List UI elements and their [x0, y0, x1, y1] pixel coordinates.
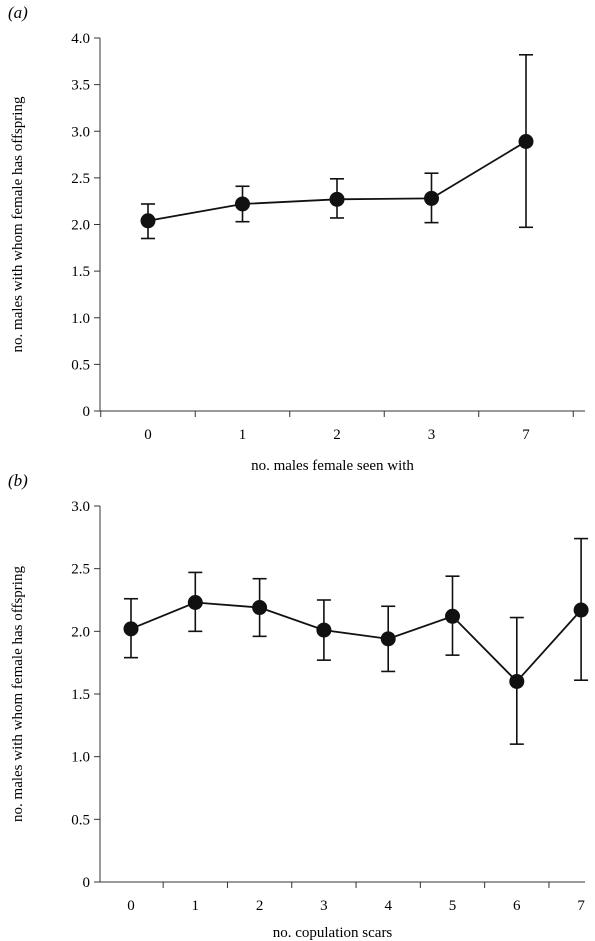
- data-point: [329, 191, 345, 207]
- x-tick-label: 7: [577, 898, 585, 914]
- data-point: [235, 196, 250, 212]
- data-point: [518, 134, 534, 150]
- y-tick-label: 0: [83, 404, 91, 420]
- x-tick-label: 1: [192, 898, 200, 914]
- y-tick-label: 2.0: [71, 624, 90, 640]
- data-point: [123, 621, 139, 637]
- data-point: [252, 600, 268, 616]
- x-tick-label: 0: [144, 427, 152, 443]
- x-tick-label: 3: [320, 898, 328, 914]
- y-tick-label: 1.5: [71, 687, 90, 703]
- x-axis-label: no. copulation scars: [273, 925, 393, 941]
- panel-label: (b): [8, 471, 28, 490]
- data-point: [424, 190, 439, 206]
- y-tick-label: 0.5: [71, 357, 90, 373]
- x-tick-label: 2: [333, 427, 341, 443]
- panel-label: (a): [8, 3, 28, 22]
- data-point: [509, 673, 525, 689]
- y-tick-label: 1.0: [71, 311, 90, 327]
- y-tick-label: 1.5: [71, 264, 90, 280]
- y-tick-label: 1.0: [71, 750, 90, 766]
- y-tick-label: 3.0: [71, 124, 90, 140]
- x-tick-label: 4: [384, 898, 392, 914]
- x-tick-label: 1: [239, 427, 247, 443]
- data-point: [573, 602, 589, 618]
- y-tick-label: 2.5: [71, 562, 90, 578]
- x-tick-label: 3: [428, 427, 436, 443]
- data-point: [140, 213, 156, 229]
- y-tick-label: 0.5: [71, 812, 90, 828]
- y-tick-label: 2.0: [71, 218, 90, 234]
- x-tick-label: 5: [449, 898, 457, 914]
- x-axis-label: no. males female seen with: [251, 458, 414, 474]
- x-tick-label: 2: [256, 898, 264, 914]
- data-point: [187, 595, 203, 611]
- y-tick-label: 2.5: [71, 171, 90, 187]
- x-tick-label: 7: [522, 427, 530, 443]
- y-tick-label: 3.5: [71, 78, 90, 94]
- data-point: [380, 631, 396, 647]
- y-tick-label: 0: [83, 875, 91, 891]
- y-axis-label: no. males with whom female has offspring: [10, 96, 26, 352]
- series-line: [130, 601, 582, 683]
- panel-a: 0 0.5 1.0 1.5 2.0 2.5 3.0 3.5 4.0 0 1 2 3 7 no. males …: [8, 3, 585, 474]
- data-point: [316, 622, 332, 638]
- y-tick-label: 3.0: [71, 499, 90, 515]
- panel-b: 0 0.5 1.0 1.5 2.0 2.5 3.0 0 1 2 3 4 5 6 7 no. copulatio…: [8, 471, 589, 941]
- y-axis-label: no. males with whom female has offspring: [10, 566, 26, 822]
- data-point: [445, 608, 460, 624]
- x-tick-label: 0: [127, 898, 135, 914]
- x-tick-label: 6: [513, 898, 521, 914]
- y-tick-label: 4.0: [71, 31, 90, 47]
